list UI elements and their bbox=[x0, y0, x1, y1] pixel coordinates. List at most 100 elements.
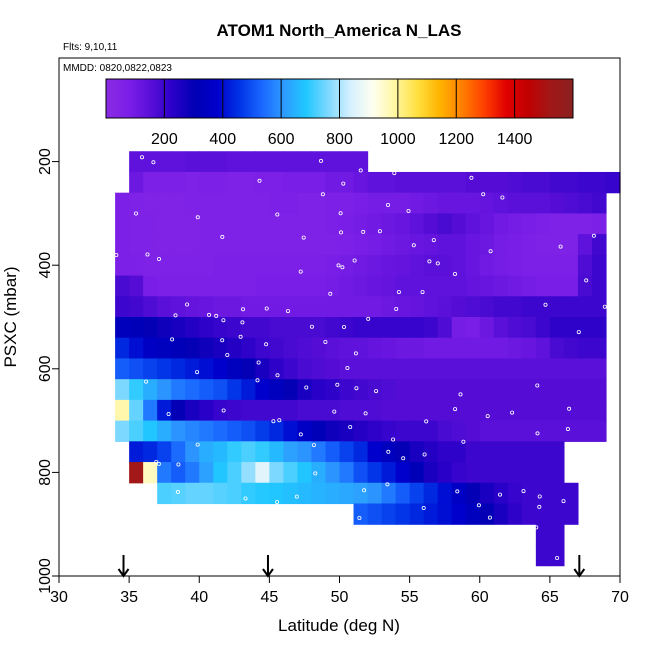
heatmap-cell bbox=[395, 462, 411, 484]
sample-dot bbox=[238, 334, 243, 339]
heatmap-cell bbox=[549, 234, 565, 256]
heatmap-cell bbox=[213, 151, 228, 173]
heatmap-cell bbox=[283, 151, 299, 173]
sample-dot bbox=[275, 212, 280, 217]
heatmap-cell bbox=[227, 462, 242, 484]
heatmap-cell bbox=[395, 337, 411, 360]
heatmap-cell bbox=[213, 337, 228, 360]
heatmap-cell bbox=[143, 296, 158, 318]
heatmap-cell bbox=[437, 503, 453, 525]
heatmap-cell bbox=[143, 399, 158, 422]
sample-dot bbox=[338, 230, 343, 235]
sample-dot bbox=[584, 278, 589, 283]
heatmap-cell bbox=[409, 337, 425, 360]
sample-dot bbox=[176, 462, 181, 467]
heatmap-cell bbox=[409, 358, 425, 380]
heatmap-cell bbox=[451, 358, 467, 380]
sample-dot bbox=[195, 215, 200, 220]
heatmap-cell bbox=[143, 420, 158, 442]
heatmap-cell bbox=[213, 420, 228, 442]
heatmap-cell bbox=[353, 254, 369, 277]
heatmap-cell bbox=[395, 420, 411, 442]
heatmap-cell bbox=[423, 213, 439, 235]
heatmap-cell bbox=[115, 192, 130, 214]
heatmap-cell bbox=[423, 234, 439, 256]
heatmap-cell bbox=[297, 275, 313, 297]
heatmap-cell bbox=[283, 358, 299, 380]
sample-dot bbox=[311, 443, 316, 448]
heatmap-cell bbox=[409, 317, 425, 339]
heatmap-cell bbox=[199, 462, 214, 484]
heatmap-cell bbox=[325, 171, 341, 194]
sample-dot bbox=[255, 378, 260, 383]
heatmap-cell bbox=[115, 275, 130, 297]
heatmap-cell bbox=[535, 379, 551, 401]
heatmap-cell bbox=[549, 420, 565, 442]
heatmap-cell bbox=[395, 192, 411, 214]
flight-arrow bbox=[573, 555, 586, 578]
heatmap-cell bbox=[325, 234, 341, 256]
sample-dot bbox=[386, 449, 391, 454]
heatmap-cell bbox=[339, 171, 355, 194]
heatmap-cell bbox=[493, 234, 509, 256]
sample-dot bbox=[424, 419, 429, 424]
heatmap-cell bbox=[437, 275, 453, 297]
sample-dot bbox=[555, 556, 560, 561]
heatmap-cell bbox=[465, 399, 481, 422]
heatmap-cell bbox=[227, 441, 242, 463]
heatmap-cell bbox=[185, 296, 200, 318]
heatmap-cell bbox=[255, 482, 270, 505]
heatmap-cell bbox=[395, 399, 411, 422]
heatmap-cell bbox=[185, 358, 200, 380]
sample-dot bbox=[156, 256, 161, 261]
heatmap-cell bbox=[549, 213, 565, 235]
sample-dot bbox=[271, 419, 276, 424]
heatmap-cell bbox=[479, 317, 495, 339]
x-axis: 30 35 40 45 50 55 60 65 70 bbox=[50, 575, 629, 606]
heatmap-cell bbox=[577, 379, 593, 401]
heatmap-cell bbox=[465, 275, 481, 297]
heatmap-cell bbox=[353, 462, 369, 484]
sample-dot bbox=[461, 439, 466, 444]
heatmap-cell bbox=[171, 337, 186, 360]
heatmap-cell bbox=[129, 254, 144, 277]
heatmap-cell bbox=[535, 234, 551, 256]
heatmap-cell bbox=[479, 462, 495, 484]
sample-dot bbox=[264, 342, 269, 347]
x-tick-label: 45 bbox=[260, 589, 278, 606]
heatmap-cell bbox=[549, 296, 565, 318]
sample-dot bbox=[206, 312, 211, 317]
heatmap-cell bbox=[577, 275, 593, 297]
heatmap-cell bbox=[535, 358, 551, 380]
sample-dot bbox=[497, 492, 502, 497]
heatmap-cell bbox=[493, 503, 509, 525]
heatmap-cell bbox=[171, 358, 186, 380]
heatmap-cell bbox=[563, 254, 579, 277]
heatmap-cell bbox=[591, 296, 607, 318]
heatmap-cell bbox=[451, 296, 467, 318]
heatmap-cell bbox=[535, 544, 551, 567]
heatmap-cell bbox=[591, 358, 607, 380]
heatmap-cell bbox=[409, 503, 425, 525]
heatmap-cell bbox=[577, 358, 593, 380]
heatmap-cell bbox=[185, 337, 200, 360]
heatmap-cell bbox=[395, 275, 411, 297]
heatmap-cell bbox=[269, 379, 284, 401]
heatmap-cell bbox=[493, 171, 509, 194]
heatmap-cell bbox=[129, 171, 144, 194]
sample-dot bbox=[401, 456, 406, 461]
heatmap-cell bbox=[297, 441, 313, 463]
heatmap-cell bbox=[563, 399, 579, 422]
heatmap-cell bbox=[325, 358, 341, 380]
heatmap-cell bbox=[591, 192, 607, 214]
sample-dot bbox=[435, 261, 440, 266]
heatmap-cell bbox=[199, 192, 214, 214]
heatmap-cell bbox=[157, 462, 172, 484]
heatmap-cell bbox=[185, 420, 200, 442]
heatmap-cell bbox=[297, 358, 313, 380]
sample-dot bbox=[374, 389, 379, 394]
sample-dot bbox=[285, 309, 290, 314]
heatmap-cell bbox=[507, 296, 523, 318]
heatmap-cell bbox=[409, 234, 425, 256]
heatmap-cell bbox=[479, 254, 495, 277]
